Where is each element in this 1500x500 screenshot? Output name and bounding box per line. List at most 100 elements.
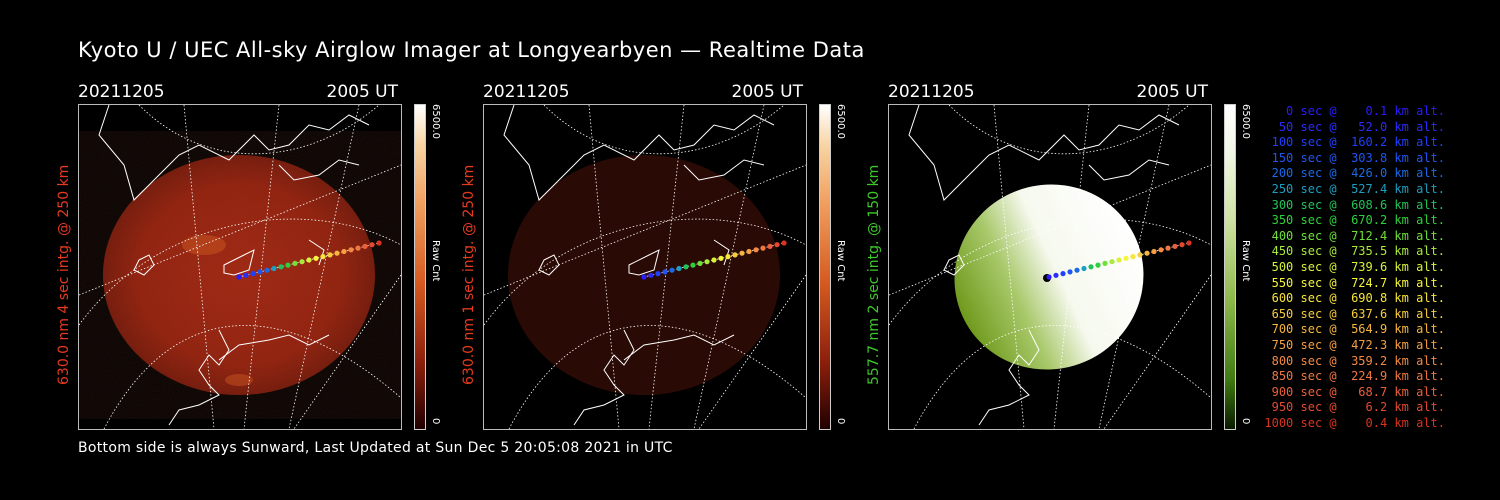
- panel1-allsky-image: [78, 104, 402, 430]
- track-dot: [313, 255, 319, 261]
- legend-row: 550 sec @ 724.7 km alt.: [1264, 275, 1445, 290]
- legend-row: 200 sec @ 426.0 km alt.: [1264, 166, 1445, 181]
- track-dot: [1123, 255, 1129, 261]
- track-dot: [739, 250, 745, 256]
- track-dot: [271, 265, 277, 272]
- track-dot: [334, 250, 340, 256]
- track-dot: [1179, 242, 1185, 248]
- track-dot: [320, 254, 326, 260]
- legend-row: 750 sec @ 472.3 km alt.: [1264, 337, 1445, 352]
- panel3-cb-max: 6500.0: [1240, 104, 1251, 139]
- track-dot: [257, 269, 263, 275]
- track-dot: [362, 243, 368, 249]
- track-dot: [1095, 262, 1101, 268]
- track-dot: [655, 271, 661, 277]
- track-dot: [1130, 254, 1136, 260]
- legend-row: 1000 sec @ 0.4 km alt.: [1264, 415, 1445, 430]
- panel2-time: 2005 UT: [731, 82, 804, 102]
- track-dot: [1067, 269, 1073, 275]
- track-dot: [1109, 259, 1115, 265]
- track-dot: [718, 255, 724, 261]
- track-dot: [1053, 272, 1059, 278]
- legend-row: 800 sec @ 359.2 km alt.: [1264, 353, 1445, 368]
- track-dot: [781, 240, 787, 246]
- panel1-ylabel: 630.0 nm 4 sec intg. @ 250 km: [56, 164, 72, 385]
- track-dot: [1102, 260, 1108, 266]
- legend-row: 600 sec @ 690.8 km alt.: [1264, 291, 1445, 306]
- track-dot: [648, 272, 654, 278]
- track-dot: [697, 260, 703, 266]
- track-dot: [1172, 243, 1178, 249]
- panel3-date: 20211205: [888, 82, 975, 102]
- track-dot: [662, 269, 668, 275]
- footer-note: Bottom side is always Sunward, Last Upda…: [78, 440, 673, 456]
- panel1-cb-label: Raw Cnt: [430, 240, 441, 282]
- panel1-colorbar: [414, 104, 426, 430]
- panel1-time: 2005 UT: [326, 82, 399, 102]
- track-dot: [348, 247, 354, 253]
- track-dot: [1060, 271, 1066, 277]
- legend-row: 0 sec @ 0.1 km alt.: [1264, 104, 1445, 118]
- track-dot: [299, 259, 305, 265]
- track-dot: [725, 254, 731, 260]
- altitude-legend: 0 sec @ 0.1 km alt. 50 sec @ 52.0 km alt…: [1255, 104, 1445, 431]
- track-dot: [1116, 257, 1122, 263]
- track-dot: [683, 264, 689, 270]
- track-dot: [264, 267, 270, 273]
- track-dot: [669, 267, 675, 273]
- track-dot: [250, 271, 256, 277]
- track-dot: [1046, 274, 1052, 280]
- panel2-cb-min: 0: [835, 418, 846, 425]
- track-dot: [1144, 250, 1150, 256]
- track-dot: [236, 274, 242, 280]
- track-dot: [753, 247, 759, 253]
- legend-row: 650 sec @ 637.6 km alt.: [1264, 306, 1445, 321]
- panel2-cb-label: Raw Cnt: [835, 240, 846, 282]
- track-dot: [746, 248, 752, 255]
- track-dot: [1074, 267, 1080, 273]
- legend-row: 100 sec @ 160.2 km alt.: [1264, 135, 1445, 150]
- track-dot: [278, 264, 284, 270]
- track-dot: [341, 248, 347, 255]
- track-dot: [1186, 240, 1192, 246]
- legend-row: 700 sec @ 564.9 km alt.: [1264, 322, 1445, 337]
- panel1-track-dots: [236, 240, 382, 280]
- page-title: Kyoto U / UEC All-sky Airglow Imager at …: [78, 38, 865, 62]
- panel2-ylabel: 630.0 nm 1 sec intg. @ 250 km: [461, 164, 477, 385]
- track-dot: [292, 260, 298, 266]
- track-dot: [711, 257, 717, 263]
- legend-row: 150 sec @ 303.8 km alt.: [1264, 150, 1445, 165]
- panel3-allsky-image: [888, 104, 1212, 430]
- panel1-date: 20211205: [78, 82, 165, 102]
- track-dot: [355, 245, 361, 251]
- panel3-cb-label: Raw Cnt: [1240, 240, 1251, 282]
- panel1-cb-max: 6500.0: [430, 104, 441, 139]
- legend-row: 400 sec @ 712.4 km alt.: [1264, 228, 1445, 243]
- legend-row: 850 sec @ 224.9 km alt.: [1264, 369, 1445, 384]
- track-dot: [243, 272, 249, 278]
- track-dot: [1165, 245, 1171, 251]
- track-dot: [1158, 247, 1164, 253]
- track-dot: [1081, 265, 1087, 272]
- track-dot: [704, 259, 710, 265]
- track-dot: [306, 257, 312, 263]
- track-dot: [1151, 248, 1157, 255]
- panel2-date: 20211205: [483, 82, 570, 102]
- panel2-colorbar: [819, 104, 831, 430]
- legend-row: 300 sec @ 608.6 km alt.: [1264, 197, 1445, 212]
- panel2-allsky-image: [483, 104, 807, 430]
- legend-row: 900 sec @ 68.7 km alt.: [1264, 384, 1445, 399]
- track-dot: [376, 240, 382, 246]
- panel3-ylabel: 557.7 nm 2 sec intg. @ 150 km: [866, 164, 882, 385]
- track-dot: [767, 243, 773, 249]
- panel3-colorbar: [1224, 104, 1236, 430]
- legend-row: 350 sec @ 670.2 km alt.: [1264, 213, 1445, 228]
- track-dot: [1137, 252, 1143, 258]
- track-dot: [369, 242, 375, 248]
- track-dot: [1088, 264, 1094, 270]
- track-dot: [327, 252, 333, 258]
- track-dot: [676, 265, 682, 272]
- legend-row: 450 sec @ 735.5 km alt.: [1264, 244, 1445, 259]
- panel2-track-dots: [641, 240, 787, 280]
- track-dot: [641, 274, 647, 280]
